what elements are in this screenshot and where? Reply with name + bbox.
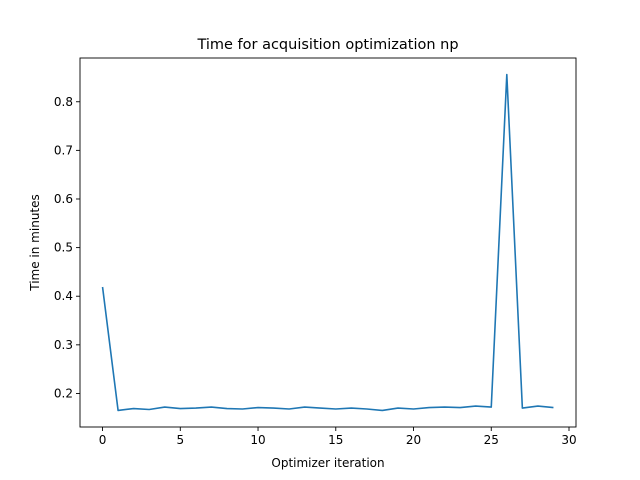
x-tick-label: 0 — [99, 433, 107, 447]
data-point — [490, 406, 492, 408]
data-point — [148, 409, 150, 411]
data-point — [210, 406, 212, 408]
data-point — [521, 407, 523, 409]
data-point — [350, 407, 352, 409]
x-tick-label: 25 — [484, 433, 499, 447]
y-tick-label: 0.5 — [54, 241, 73, 255]
data-point — [475, 405, 477, 407]
data-point — [382, 410, 384, 412]
data-point — [553, 407, 555, 409]
data-point — [319, 407, 321, 409]
data-point — [459, 407, 461, 409]
data-point — [444, 406, 446, 408]
y-tick-label: 0.3 — [54, 338, 73, 352]
y-axis-label: Time in minutes — [28, 194, 42, 292]
data-point — [506, 74, 508, 76]
data-point — [117, 410, 119, 412]
x-tick-label: 5 — [176, 433, 184, 447]
data-point — [366, 408, 368, 410]
x-tick-label: 20 — [406, 433, 421, 447]
data-point — [397, 407, 399, 409]
y-tick-label: 0.4 — [54, 289, 73, 303]
data-point — [164, 406, 166, 408]
series-line-0 — [101, 73, 554, 412]
data-point — [428, 407, 430, 409]
x-tick-label: 15 — [328, 433, 343, 447]
data-point — [226, 408, 228, 410]
data-point — [257, 407, 259, 409]
data-point — [304, 406, 306, 408]
data-point — [335, 408, 337, 410]
y-tick-label: 0.8 — [54, 95, 73, 109]
y-tick-label: 0.6 — [54, 192, 73, 206]
y-tick-label: 0.7 — [54, 143, 73, 157]
data-point — [102, 286, 104, 288]
data-point — [273, 407, 275, 409]
x-tick-label: 30 — [561, 433, 576, 447]
data-point — [179, 408, 181, 410]
data-point — [537, 405, 539, 407]
plot-area: 0 5 10 15 20 25 30 0.2 0.3 0.4 0.5 0.6 0.7 0.8 — [54, 57, 577, 447]
y-tick-label: 0.2 — [54, 386, 73, 400]
data-point — [195, 407, 197, 409]
chart-title: Time for acquisition optimization np — [196, 37, 458, 53]
x-tick-label: 10 — [250, 433, 265, 447]
data-point — [413, 408, 415, 410]
data-point — [242, 408, 244, 410]
x-axis-label: Optimizer iteration — [271, 456, 384, 470]
data-point — [133, 408, 135, 410]
data-point — [288, 408, 290, 410]
axes-frame — [79, 57, 577, 428]
